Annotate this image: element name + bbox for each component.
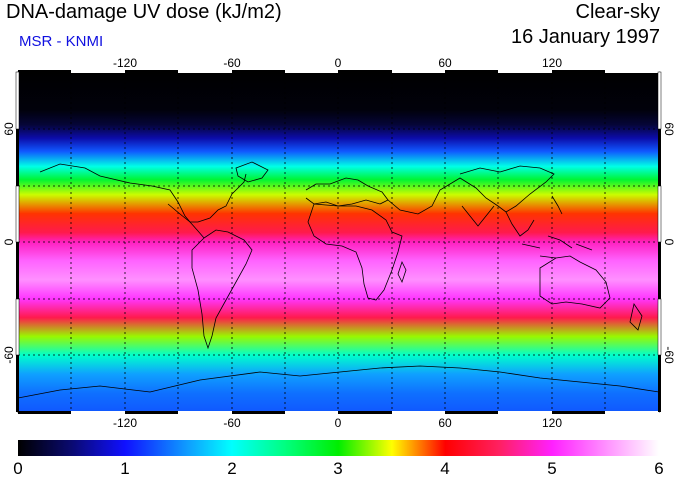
colorbar-label: 6 — [654, 459, 663, 478]
maritime-islands — [521, 235, 593, 259]
lat-tick-right: 60 — [662, 122, 676, 136]
graticule — [18, 72, 659, 412]
colorbar-label: 0 — [13, 459, 22, 478]
madagascar-coastline — [397, 260, 407, 284]
colorbar-label: 4 — [440, 459, 449, 478]
lat-tick-right: 0 — [662, 239, 676, 246]
lon-tick-top: 120 — [542, 56, 562, 70]
central-america-coastline — [167, 203, 205, 239]
indochina-coastline — [505, 211, 535, 237]
lat-tick-left: 60 — [2, 122, 16, 136]
lon-tick-top: 60 — [438, 56, 452, 70]
frame-border — [15, 70, 662, 414]
new-zealand-coastline — [629, 302, 643, 331]
lat-ticks-right: 60 0 -60 — [662, 122, 676, 364]
japan-coastline — [551, 195, 563, 215]
south-america-coastline — [191, 229, 253, 350]
africa-coastline — [307, 203, 403, 301]
lon-ticks-top: -120 -60 0 60 120 — [113, 56, 562, 70]
greenland-coastline — [235, 161, 269, 183]
north-america-coastline — [39, 163, 247, 223]
colorbar-label: 2 — [227, 459, 236, 478]
lat-tick-left: 0 — [2, 238, 16, 245]
map-panel: -120 -60 0 60 120 -120 -60 0 60 120 60 0… — [2, 56, 676, 430]
colorbar-label: 3 — [333, 459, 342, 478]
lon-tick-bottom: 0 — [335, 416, 342, 430]
lon-ticks-bottom: -120 -60 0 60 120 — [113, 416, 562, 430]
condition-label: Clear-sky — [575, 1, 660, 23]
lon-tick-top: -120 — [113, 56, 137, 70]
lat-tick-right: -60 — [662, 346, 676, 364]
lon-tick-bottom: -60 — [223, 416, 241, 430]
colorbar-label: 1 — [120, 459, 129, 478]
lon-tick-bottom: 60 — [438, 416, 452, 430]
lon-tick-bottom: 120 — [542, 416, 562, 430]
lon-tick-bottom: -120 — [113, 416, 137, 430]
lon-tick-top: -60 — [223, 56, 241, 70]
lon-tick-top: 0 — [335, 56, 342, 70]
india-coastline — [461, 205, 495, 227]
colorbar-label: 5 — [547, 459, 556, 478]
colorbar: 0 1 2 3 4 5 6 — [13, 440, 664, 478]
colorbar-strip — [18, 440, 659, 456]
date-label: 16 January 1997 — [510, 26, 660, 48]
lat-ticks-left: 60 0 -60 — [2, 122, 16, 364]
lat-tick-left: -60 — [2, 346, 16, 364]
chart-title: DNA-damage UV dose (kJ/m2) — [6, 1, 282, 23]
source-label: MSR - KNMI — [19, 33, 104, 50]
